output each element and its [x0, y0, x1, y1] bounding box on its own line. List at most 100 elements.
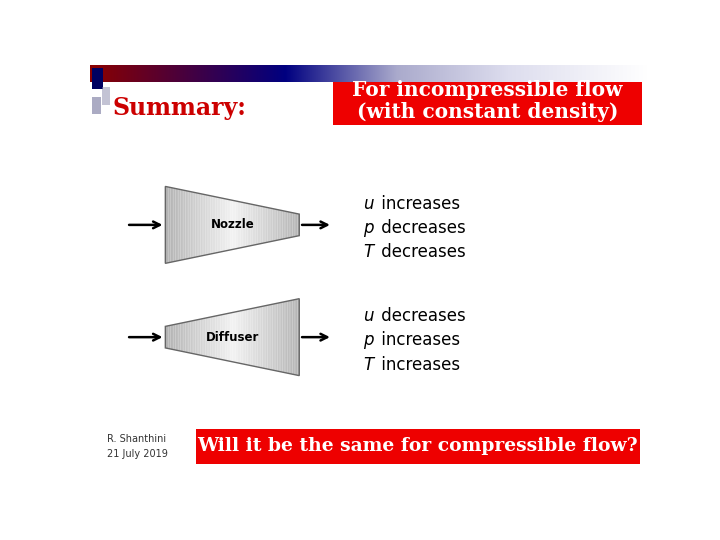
Polygon shape	[291, 212, 292, 238]
Polygon shape	[182, 190, 184, 260]
Polygon shape	[212, 316, 214, 358]
Polygon shape	[291, 300, 292, 374]
Polygon shape	[240, 202, 243, 248]
Polygon shape	[197, 193, 199, 256]
FancyBboxPatch shape	[196, 429, 639, 464]
Text: decreases: decreases	[376, 219, 465, 237]
Polygon shape	[243, 202, 244, 247]
Text: p: p	[364, 332, 374, 349]
Polygon shape	[249, 204, 251, 246]
Polygon shape	[266, 305, 267, 369]
Polygon shape	[284, 211, 286, 239]
Polygon shape	[248, 309, 249, 365]
Polygon shape	[276, 303, 277, 371]
Polygon shape	[264, 306, 266, 369]
Polygon shape	[171, 325, 172, 349]
Polygon shape	[184, 190, 186, 260]
Polygon shape	[168, 187, 171, 262]
Polygon shape	[235, 312, 238, 363]
Polygon shape	[166, 326, 167, 348]
Polygon shape	[186, 191, 187, 259]
Polygon shape	[182, 322, 184, 352]
Text: decreases: decreases	[376, 307, 465, 326]
Polygon shape	[207, 318, 209, 357]
Polygon shape	[176, 188, 177, 261]
Text: increases: increases	[376, 332, 460, 349]
Polygon shape	[200, 194, 202, 256]
Polygon shape	[217, 197, 219, 253]
Polygon shape	[224, 199, 225, 251]
Polygon shape	[219, 315, 220, 359]
Polygon shape	[284, 301, 286, 373]
Polygon shape	[189, 191, 190, 259]
Polygon shape	[192, 192, 194, 258]
Polygon shape	[172, 188, 174, 262]
Polygon shape	[243, 310, 244, 364]
Polygon shape	[172, 325, 174, 349]
Polygon shape	[239, 311, 240, 363]
Polygon shape	[279, 210, 281, 240]
Polygon shape	[230, 313, 233, 362]
Polygon shape	[297, 214, 300, 236]
Polygon shape	[286, 211, 287, 239]
Polygon shape	[287, 212, 289, 238]
Polygon shape	[292, 213, 294, 237]
Polygon shape	[266, 207, 267, 242]
Polygon shape	[253, 205, 254, 245]
Polygon shape	[210, 316, 212, 357]
Polygon shape	[204, 318, 205, 356]
Polygon shape	[244, 202, 246, 247]
Polygon shape	[177, 189, 179, 261]
Polygon shape	[286, 301, 287, 373]
Polygon shape	[190, 192, 192, 258]
Polygon shape	[194, 320, 195, 354]
Polygon shape	[190, 321, 192, 354]
Polygon shape	[229, 313, 230, 361]
Polygon shape	[179, 189, 181, 261]
Polygon shape	[272, 304, 274, 370]
Polygon shape	[254, 308, 256, 367]
Polygon shape	[234, 312, 235, 362]
Polygon shape	[297, 299, 300, 376]
Polygon shape	[277, 303, 279, 372]
Polygon shape	[171, 187, 172, 262]
Polygon shape	[219, 198, 220, 252]
Polygon shape	[179, 323, 181, 351]
Polygon shape	[287, 301, 289, 374]
Text: For incompressible flow: For incompressible flow	[352, 80, 623, 100]
Polygon shape	[234, 201, 235, 249]
Polygon shape	[296, 213, 297, 237]
Polygon shape	[225, 314, 228, 361]
Polygon shape	[215, 197, 217, 253]
Polygon shape	[281, 302, 282, 372]
Polygon shape	[228, 199, 229, 251]
Polygon shape	[248, 204, 249, 246]
Text: Nozzle: Nozzle	[210, 218, 254, 231]
Polygon shape	[204, 194, 205, 255]
Polygon shape	[251, 204, 253, 246]
Polygon shape	[271, 208, 272, 241]
Polygon shape	[281, 210, 282, 239]
Polygon shape	[294, 213, 296, 237]
Polygon shape	[251, 308, 253, 366]
Polygon shape	[292, 300, 294, 375]
Polygon shape	[238, 311, 239, 363]
Polygon shape	[181, 190, 182, 260]
Polygon shape	[254, 205, 256, 245]
Text: u: u	[364, 307, 374, 326]
Polygon shape	[186, 322, 187, 353]
Polygon shape	[296, 299, 297, 375]
Polygon shape	[233, 200, 234, 249]
Polygon shape	[209, 195, 210, 254]
Polygon shape	[222, 314, 224, 360]
Polygon shape	[244, 310, 246, 364]
Text: decreases: decreases	[376, 244, 465, 261]
Polygon shape	[177, 323, 179, 350]
Polygon shape	[176, 324, 177, 350]
Polygon shape	[267, 207, 269, 242]
Polygon shape	[233, 312, 234, 362]
Polygon shape	[217, 315, 219, 359]
Polygon shape	[202, 319, 204, 356]
Polygon shape	[264, 207, 266, 243]
Polygon shape	[187, 191, 189, 259]
